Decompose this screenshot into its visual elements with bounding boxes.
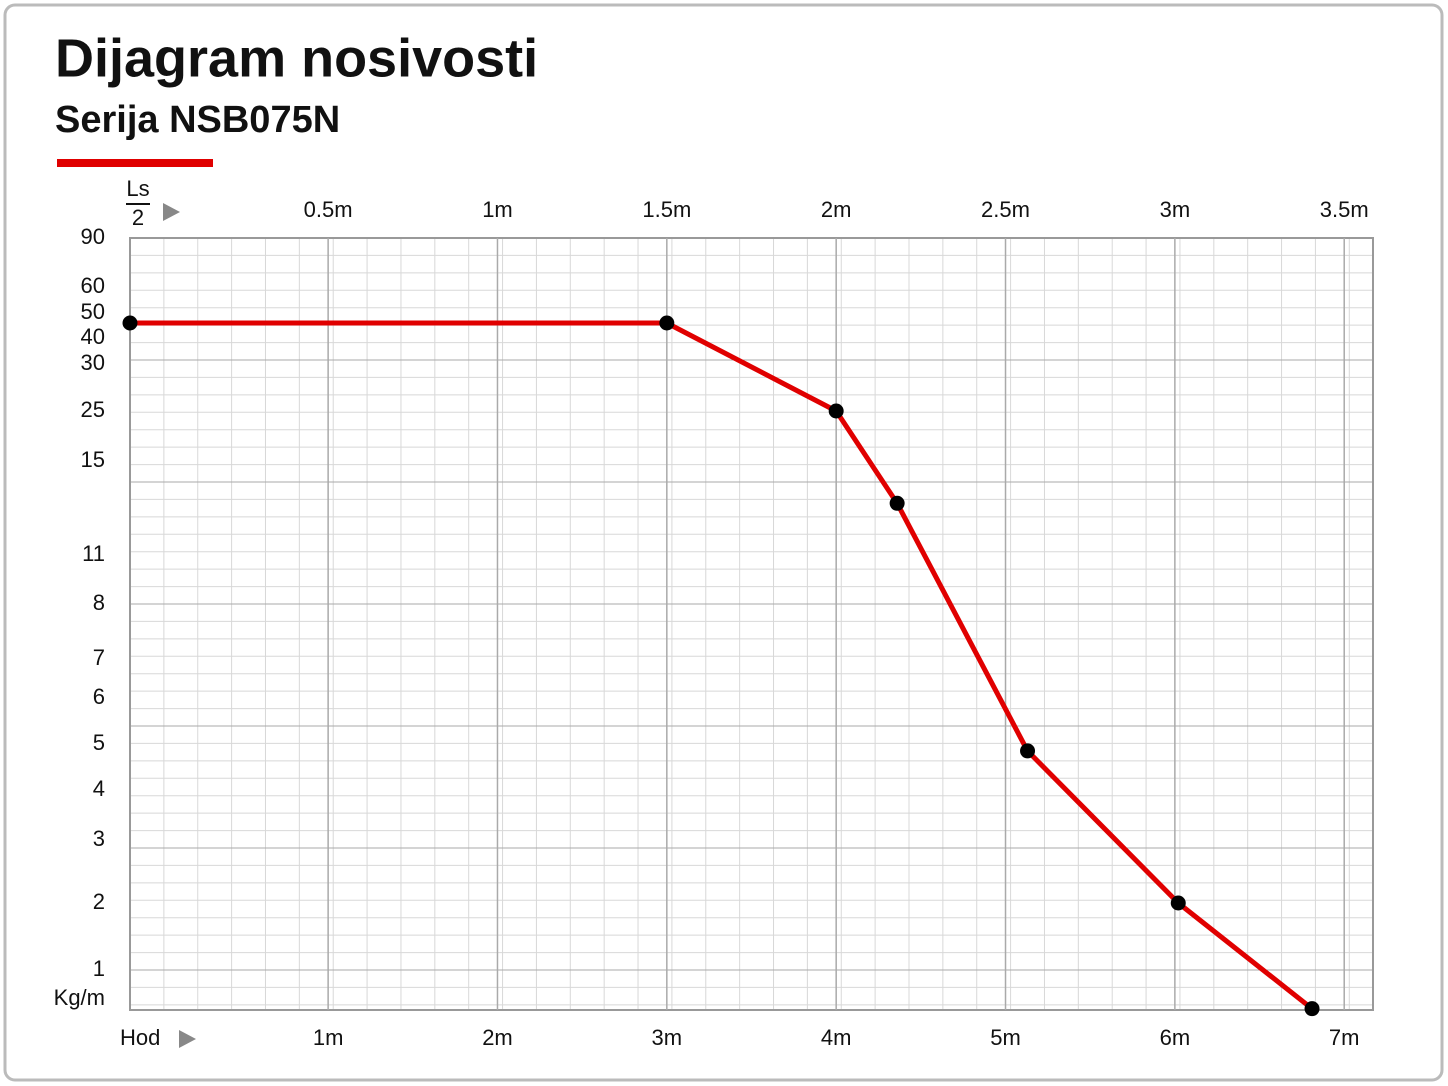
x2-tick-label: 1.5m [642, 197, 691, 222]
accent-bar [57, 159, 213, 167]
y-tick-label: 90 [81, 224, 105, 249]
y-axis-label: Kg/m [54, 985, 105, 1010]
y-tick-label: 30 [81, 350, 105, 375]
data-point [889, 495, 905, 511]
y-tick-label: 25 [81, 397, 105, 422]
y-tick-label: 15 [81, 447, 105, 472]
y-tick-label: 6 [93, 684, 105, 709]
y-tick-label: 3 [93, 826, 105, 851]
x-tick-label: 3m [652, 1025, 683, 1050]
plot-area [129, 237, 1374, 1011]
x2-tick-label: 3.5m [1320, 197, 1369, 222]
y-tick-label: 8 [93, 590, 105, 615]
y-tick-label: 40 [81, 324, 105, 349]
x2-tick-label: 3m [1160, 197, 1191, 222]
x2-tick-label: 1m [482, 197, 513, 222]
y-tick-label: 2 [93, 889, 105, 914]
x2-tick-label: 0.5m [304, 197, 353, 222]
data-point [1020, 743, 1036, 759]
y-tick-label: 60 [81, 273, 105, 298]
x2-tick-label: 2.5m [981, 197, 1030, 222]
x-tick-label: 2m [482, 1025, 513, 1050]
y-tick-label: 11 [82, 541, 105, 566]
arrow [163, 203, 180, 221]
y-tick-label: 5 [93, 730, 105, 755]
arrow [179, 1030, 196, 1048]
data-point [659, 315, 675, 331]
chart-subtitle: Serija NSB075N [55, 99, 340, 141]
y-tick-label: 50 [81, 299, 105, 324]
x-tick-label: 5m [990, 1025, 1021, 1050]
x-tick-label: 4m [821, 1025, 852, 1050]
frame [3, 3, 1444, 1082]
data-point [828, 403, 844, 419]
x-tick-label: 7m [1329, 1025, 1360, 1050]
x-tick-label: 6m [1160, 1025, 1191, 1050]
y-tick-label: 4 [93, 776, 105, 801]
y-tick-label: 1 [93, 956, 105, 981]
x2-axis-label: Ls [126, 176, 149, 201]
chart-title: Dijagram nosivosti [55, 28, 538, 88]
y-tick-label: 7 [93, 645, 105, 670]
x2-axis-label: 2 [132, 205, 144, 230]
data-point [122, 315, 138, 331]
x-axis-label: Hod [120, 1025, 160, 1050]
minor-grid [129, 237, 1373, 1010]
x2-tick-label: 2m [821, 197, 852, 222]
data-point [1170, 895, 1186, 911]
data-point [1304, 1001, 1320, 1017]
x-tick-label: 1m [313, 1025, 344, 1050]
